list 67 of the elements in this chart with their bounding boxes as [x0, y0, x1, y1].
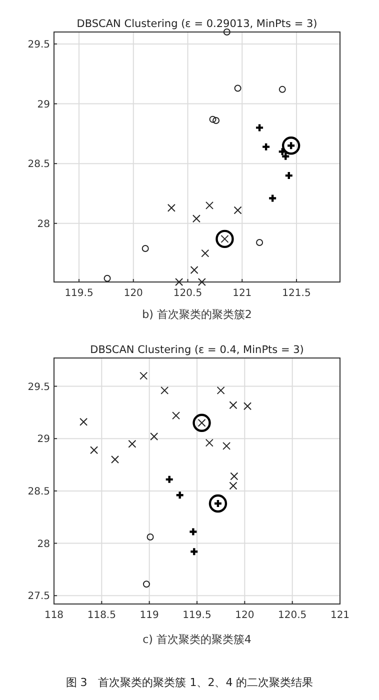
x-tick-label: 120: [235, 610, 254, 621]
point: [140, 372, 148, 380]
point: [256, 239, 264, 246]
point: [229, 482, 238, 490]
y-tick-label: 28: [37, 218, 50, 230]
point: [164, 474, 174, 484]
point: [222, 442, 231, 450]
point: [244, 402, 252, 410]
y-tick-label: 29: [37, 434, 50, 446]
point: [142, 245, 149, 252]
y-tick-label: 29.5: [28, 39, 50, 50]
point: [142, 580, 150, 588]
chart-title: DBSCAN Clustering (ε = 0.29013, MinPts = 3): [76, 18, 318, 30]
point: [175, 490, 184, 500]
x-tick-label: 120: [124, 288, 143, 299]
point: [234, 84, 242, 92]
point: [104, 274, 111, 282]
point: [278, 86, 286, 93]
point: [206, 201, 214, 210]
point: [229, 401, 238, 410]
x-tick-label: 118: [44, 610, 64, 621]
point: [160, 386, 169, 394]
x-tick-label: 121.5: [282, 288, 311, 299]
y-tick-label: 29: [37, 99, 50, 110]
point: [234, 206, 242, 214]
point: [212, 117, 220, 124]
x-tick-label: 121: [330, 610, 350, 621]
point: [175, 278, 184, 286]
point: [111, 456, 120, 464]
point: [209, 116, 216, 123]
y-tick-label: 29.5: [28, 382, 50, 393]
point: [128, 440, 136, 448]
caption: 图 3 首次聚类的聚类簇 1、2、4 的二次聚类结果: [66, 676, 314, 689]
point: [198, 278, 206, 286]
x-tick-label: 120.5: [173, 288, 202, 299]
point: [261, 142, 271, 152]
x-tick-label: 118.5: [87, 610, 116, 621]
point: [216, 386, 225, 394]
point: [254, 123, 264, 132]
y-tick-label: 28.5: [28, 159, 50, 170]
x-axis-title: b) 首次聚类的聚类簇2: [142, 308, 252, 321]
point: [205, 438, 214, 447]
y-tick-label: 28: [37, 538, 50, 550]
point: [223, 28, 230, 36]
x-axis-title: c) 首次聚类的聚类簇4: [142, 633, 252, 646]
point: [150, 432, 158, 441]
chart-title: DBSCAN Clustering (ε = 0.4, MinPts = 3): [90, 344, 304, 356]
point: [167, 204, 176, 212]
point: [172, 412, 180, 420]
point: [190, 266, 198, 274]
point: [90, 446, 98, 454]
point: [201, 249, 210, 258]
x-tick-label: 119: [140, 610, 159, 621]
point: [284, 170, 294, 180]
x-tick-label: 120.5: [278, 610, 307, 621]
point: [80, 418, 88, 426]
point: [146, 534, 154, 541]
x-tick-label: 119.5: [182, 610, 212, 621]
point: [190, 547, 199, 556]
point: [230, 472, 238, 480]
point: [268, 194, 278, 203]
x-tick-label: 121: [232, 288, 252, 299]
point: [188, 527, 198, 536]
x-tick-label: 119.5: [64, 288, 94, 299]
y-tick-label: 27.5: [28, 591, 50, 602]
point: [192, 214, 200, 223]
y-tick-label: 28.5: [28, 486, 50, 498]
